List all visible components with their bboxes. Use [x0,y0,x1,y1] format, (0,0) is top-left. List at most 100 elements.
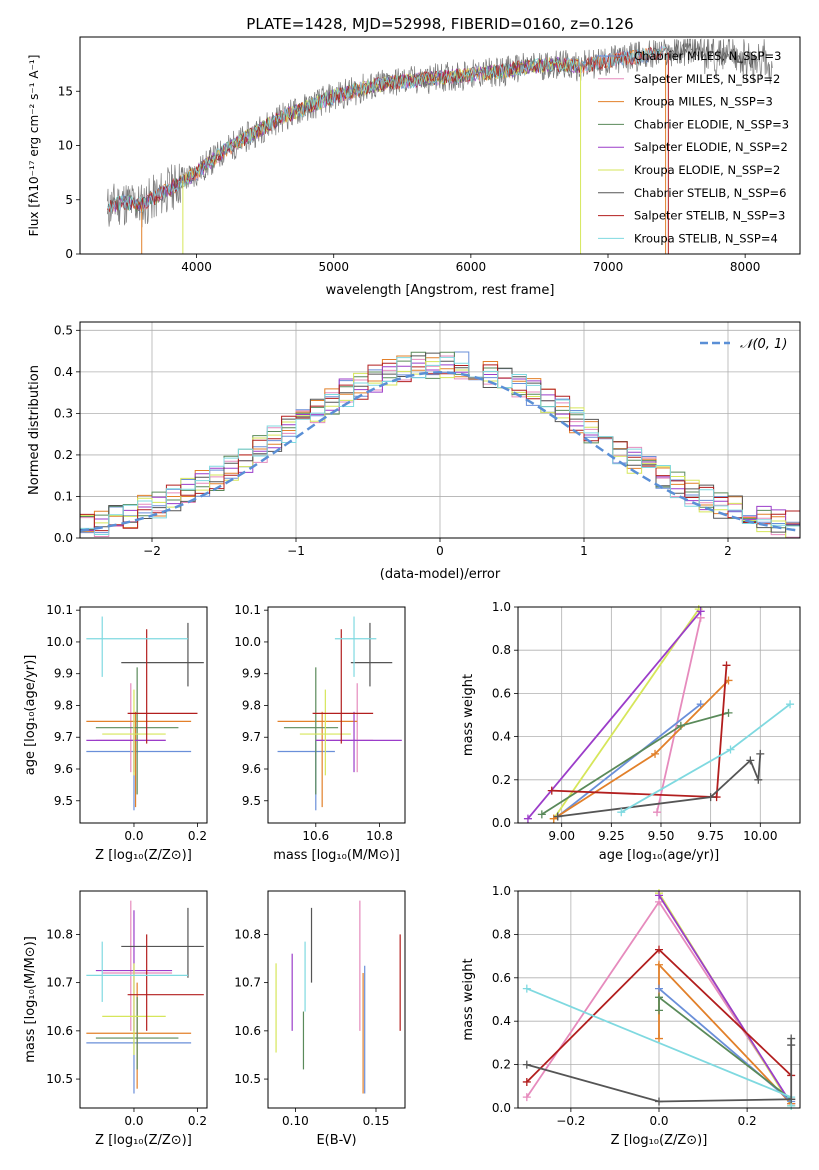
weight-line [656,617,702,813]
spectrum-model-line [107,45,669,213]
x-tick-label: 0.2 [188,1114,207,1128]
y-tick-label: 0.3 [54,406,73,420]
age-vs-Z-panel: 0.0 0.2 9.5 9.6 9.7 9.8 9.9 10.0 10.1 Z [log₁₀(Z/… [23,603,208,863]
weight-marker [655,1097,663,1106]
y-axis-label: Normed distribution [27,365,42,495]
histogram-panel: −2 −1 0 1 2 0.0 0.1 0.2 0.3 0.4 0.5 (data-model)/er… [27,321,801,582]
y-tick-label: 9.6 [242,762,261,776]
x-axis-label: mass [log₁₀(M/M⊙)] [273,848,400,863]
weight-marker [522,984,531,993]
x-axis-label: age [log₁₀(age/yr)] [599,848,720,863]
y-tick-label: 0.8 [492,927,511,941]
y-tick-label: 10.6 [46,1024,73,1038]
weight-marker [655,945,663,954]
x-tick-label: 5000 [318,260,349,274]
points-group [275,900,401,1094]
y-tick-label: 9.7 [242,730,261,744]
y-axis-label: mass [log₁₀(M/M⊙)] [23,936,38,1063]
y-tick-label: 9.8 [242,698,261,712]
x-tick-label: 0.0 [124,1114,143,1128]
weight-marker [522,1060,531,1069]
x-tick-label: −1 [287,544,305,558]
spectrum-model-line [182,57,581,187]
x-axis-label: Z [log₁₀(Z/Z⊙)] [95,848,192,863]
mass-vs-Z-panel: 0.0 0.2 10.5 10.6 10.7 10.8 Z [log₁₀(Z/Z⊙)] mas… [23,890,208,1148]
x-axis-label: wavelength [Angstrom, rest frame] [326,283,555,298]
x-tick-label: 7000 [593,260,624,274]
y-tick-label: 0.0 [492,1101,511,1115]
x-tick-label: 0.10 [282,1114,309,1128]
histogram-series [80,361,800,539]
x-tick-label: 8000 [730,260,761,274]
weight-line [658,894,792,1105]
weight-line [552,608,700,820]
y-axis-label: mass weight [461,674,476,756]
y-tick-label: 1.0 [492,884,511,898]
weight-line [557,703,702,818]
weight-marker [653,808,662,817]
weight-marker [655,891,663,900]
weight-marker [655,1006,663,1015]
x-tick-label: 9.75 [697,829,724,843]
weight-marker [655,993,663,1002]
weight-marker [522,1093,531,1102]
x-tick-label: 9.25 [598,829,625,843]
legend-entry: Kroupa MILES, N_SSP=3 [634,95,773,109]
y-tick-label: 0.4 [54,365,73,379]
y-tick-label: 9.5 [54,794,73,808]
axes-frame [79,321,801,539]
y-axis-label: Flux [fλ10⁻¹⁷ erg cm⁻² s⁻¹ A⁻¹] [27,55,41,237]
x-tick-label: 0.0 [649,1114,668,1128]
axes-frame [267,606,406,824]
y-tick-label: 9.8 [54,698,73,712]
x-tick-label: 4000 [181,260,212,274]
y-tick-label: 10.7 [46,976,73,990]
y-tick-label: 10.0 [46,635,73,649]
weight-marker [787,1034,796,1043]
legend-entry: Salpeter ELODIE, N_SSP=2 [634,140,788,154]
weight-line [527,610,702,820]
y-tick-label: 0.2 [492,773,511,787]
y-tick-label: 5 [65,193,73,207]
y-tick-label: 10.0 [234,635,261,649]
spectrum-model-line [114,57,581,212]
y-tick-label: 15 [58,84,73,98]
legend-entry: Salpeter MILES, N_SSP=2 [634,72,780,86]
weight-marker [651,749,660,758]
weight-marker [655,960,663,969]
legend-entry: 𝒩(0, 1) [740,337,787,352]
y-tick-label: 0.0 [54,531,73,545]
weight-marker [724,708,733,717]
mass-vs-ebv-panel: 0.10 0.15 10.5 10.6 10.7 10.8 E(B-V) [234,890,406,1148]
weight-marker [523,814,532,823]
y-tick-label: 9.5 [242,794,261,808]
y-axis-label: age [log₁₀(age/yr)] [23,655,38,776]
y-tick-label: 10.7 [234,976,261,990]
weight-marker [756,749,765,758]
y-tick-label: 0.6 [492,971,511,985]
weight-vs-Z-panel: −0.2 0.0 0.2 0.0 0.2 0.4 0.6 0.8 1.0 Z [log₁₀(Z/Z… [461,884,801,1148]
axes-frame [79,890,208,1109]
weight-marker [676,721,685,730]
y-tick-label: 0.1 [54,489,73,503]
y-tick-label: 0.8 [492,643,511,657]
weight-marker [537,810,546,819]
points-group [86,900,204,1094]
axes-frame [517,890,801,1109]
legend-entry: Chabrier ELODIE, N_SSP=3 [634,117,789,131]
x-axis-label: (data-model)/error [380,567,501,582]
legend-entry: Chabrier STELIB, N_SSP=6 [634,186,786,200]
weight-marker [754,775,763,784]
y-tick-label: 0.2 [54,448,73,462]
y-tick-label: 10.5 [46,1072,73,1086]
age-vs-mass-panel: 10.6 10.8 9.5 9.6 9.7 9.8 9.9 10.0 10.1 mass [log… [234,603,406,863]
x-tick-label: 2 [724,544,732,558]
weight-marker [722,661,731,670]
y-tick-label: 9.7 [54,730,73,744]
y-tick-label: 9.9 [242,667,261,681]
y-tick-label: 9.6 [54,762,73,776]
y-tick-label: 0.4 [492,730,511,744]
weight-marker [746,756,755,765]
points-group [86,616,204,811]
y-tick-label: 10.6 [234,1024,261,1038]
